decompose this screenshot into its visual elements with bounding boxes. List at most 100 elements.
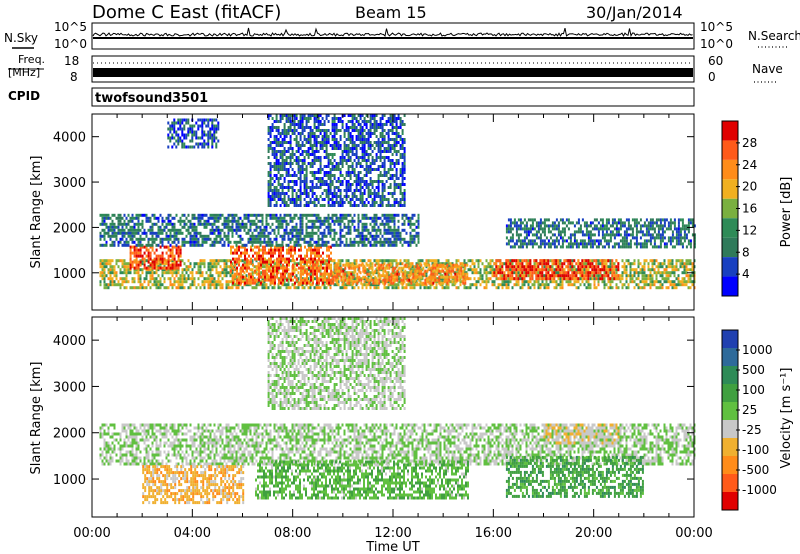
noise-panel-frame [91,22,695,50]
power-colorbar: 28 24 20 16 12 8 4 [721,120,757,297]
plot-title: Dome C East (fitACF) [92,2,281,23]
frequency-tick-top: 18 [64,54,79,68]
power-colorbar-tick-label: 8 [742,245,750,259]
power-region [230,245,332,285]
power-colorbar-tick-label: 16 [742,202,757,216]
frequency-label-line1: Freq. [18,53,45,66]
velocity-colorbar-swatch [722,492,738,510]
power-colorbar-swatch [722,237,738,258]
power-colorbar-tick-label: 28 [742,136,757,150]
power-colorbar-swatch [722,218,738,238]
time-tick-label: 08:00 [274,526,311,541]
power-panel: 1000 2000 3000 4000 Slant Range [km] 28 24 20… [29,113,794,311]
velocity-y-ticks: 1000 2000 3000 4000 [53,334,694,488]
time-tick-label: 00:00 [73,526,110,541]
velocity-colorbar-swatch [722,402,738,420]
cpid-program-name: twofsound [95,91,172,106]
noise-trace-line [92,27,693,38]
velocity-colorbar-tick-label: -25 [742,423,762,437]
time-tick-label: 00:00 [675,526,712,541]
power-region [129,245,182,270]
x-axis-label: Time UT [365,540,419,554]
power-colorbar-swatch [722,276,738,296]
time-tick-label: 16:00 [475,526,512,541]
velocity-panel: 1000 2000 3000 4000 Slant Range [km] 1000 50… [29,316,794,518]
velocity-region [267,317,406,410]
velocity-y-tick-label: 3000 [53,380,86,395]
noise-panel: N.Sky 10^5 10^0 10^5 10^0 N.Search [4,20,800,51]
frequency-label-line2: [MHz] [8,66,40,79]
power-colorbar-label: Power [dB] [779,177,794,248]
power-colorbar-swatch [722,179,738,199]
power-colorbar-swatch [722,198,738,219]
power-colorbar-swatch [722,140,738,160]
power-colorbar-tick-label: 12 [742,223,757,237]
nave-tick-bottom: 0 [708,70,716,84]
cpid-panel-frame [91,87,695,107]
velocity-colorbar-frame [721,329,739,511]
velocity-y-tick-label: 4000 [53,334,86,349]
power-region [99,213,420,247]
time-tick-label: 20:00 [575,526,612,541]
velocity-region [255,460,469,500]
velocity-region [142,465,245,505]
velocity-colorbar-label: Velocity [m s⁻¹] [779,368,794,469]
noise-left-tick-top: 10^5 [54,20,87,34]
velocity-region [543,423,620,445]
velocity-y-tick-label: 1000 [53,473,86,488]
noise-trace [92,27,693,39]
velocity-colorbar-tick-label: 25 [742,403,757,417]
cpid-panel: CPID twofsound 3501 [8,87,695,107]
velocity-colorbar-swatch [722,330,738,348]
velocity-colorbar-swatch [722,438,738,456]
power-region [493,259,620,281]
power-x-ticks [91,114,695,310]
time-tick-label: 12:00 [374,526,411,541]
power-region [167,118,220,149]
power-y-tick-label: 1000 [53,267,86,282]
noise-left-tick-bottom: 10^0 [54,37,87,51]
noise-left-label: N.Sky [4,31,38,45]
velocity-colorbar-tick-label: 1000 [742,343,773,357]
velocity-colorbar-tick-label: -500 [742,463,769,477]
time-tick-label: 04:00 [174,526,211,541]
velocity-colorbar-tick-label: 100 [742,383,765,397]
velocity-y-axis-label: Slant Range [km] [29,362,44,475]
power-y-tick-label: 3000 [53,176,86,191]
power-y-tick-label: 4000 [53,131,86,146]
power-y-axis-label: Slant Range [km] [29,156,44,269]
cpid-program-id: 3501 [172,91,208,106]
date-label: 30/Jan/2014 [586,3,683,22]
power-region [267,114,406,207]
velocity-colorbar-tick-label: -1000 [742,483,777,497]
noise-right-tick-top: 10^5 [700,20,733,34]
frequency-panel: Freq. [MHz] 18 8 60 0 Nave [8,53,783,84]
power-region [505,218,696,249]
velocity-colorbar-swatch [722,384,738,402]
noise-right-label: N.Search [748,29,800,43]
nave-label: Nave [752,62,783,76]
velocity-colorbar-tick-label: -100 [742,443,769,457]
power-y-tick-label: 2000 [53,221,86,236]
velocity-heatmap [99,317,696,505]
velocity-colorbar-swatch [722,348,738,366]
velocity-colorbar: 1000 500 100 25 -25 -100 -500 -1000 [721,329,777,511]
noise-right-tick-bottom: 10^0 [700,37,733,51]
velocity-y-tick-label: 2000 [53,427,86,442]
power-region [330,263,469,285]
frequency-tick-bottom: 8 [70,70,78,84]
velocity-colorbar-tick-label: 500 [742,363,765,377]
velocity-region [505,455,644,498]
velocity-x-ticks [91,317,695,517]
velocity-colorbar-swatch [722,456,738,474]
frequency-trace [93,68,693,77]
velocity-colorbar-swatch [722,420,738,438]
power-y-ticks: 1000 2000 3000 4000 [53,131,694,282]
velocity-colorbar-swatch [722,366,738,384]
cpid-label: CPID [8,89,40,103]
power-colorbar-swatch [722,159,738,180]
frequency-panel-frame [91,55,695,83]
power-colorbar-swatch [722,257,738,277]
beam-label: Beam 15 [355,3,427,22]
